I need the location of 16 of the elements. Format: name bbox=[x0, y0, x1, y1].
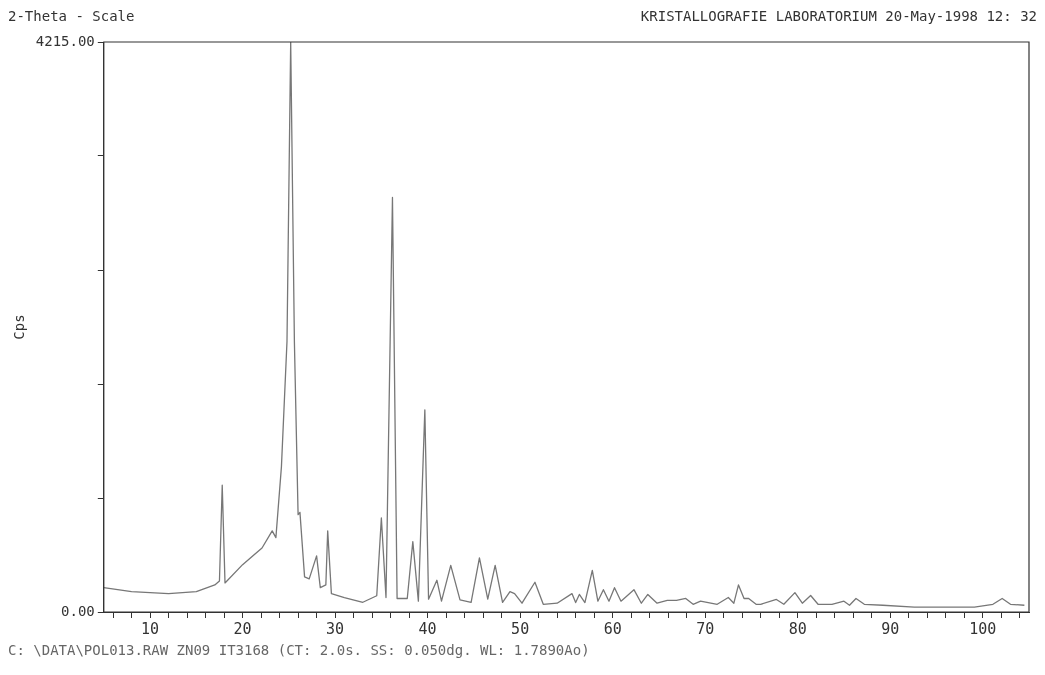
y-axis-title: Cps bbox=[11, 314, 28, 340]
y-tick-label: 0.00 bbox=[61, 602, 95, 619]
x-tick-label: 80 bbox=[788, 619, 807, 638]
x-tick-label: 50 bbox=[511, 619, 530, 638]
x-tick-label: 30 bbox=[326, 619, 345, 638]
x-tick-label: 100 bbox=[969, 619, 997, 638]
x-tick-label: 20 bbox=[233, 619, 252, 638]
chart-subtitle: KRISTALLOGRAFIE LABORATORIUM 20-May-1998 12: 32 bbox=[640, 8, 1037, 26]
x-tick-label: 60 bbox=[603, 619, 622, 638]
x-tick-label: 70 bbox=[696, 619, 715, 638]
y-tick-label: 4215.00 bbox=[35, 32, 95, 49]
x-tick-label: 10 bbox=[141, 619, 160, 638]
x-tick-label: 40 bbox=[418, 619, 437, 638]
x-tick-label: 90 bbox=[881, 619, 900, 638]
chart-title: 2-Theta - Scale bbox=[8, 8, 135, 26]
text: C: \DATA\POL013.RAW ZN09 IT3168 (CT: 2.0s. SS: 0.050dg. WL: 1.7890Ao) bbox=[8, 642, 591, 658]
